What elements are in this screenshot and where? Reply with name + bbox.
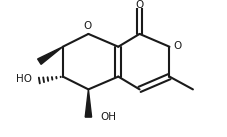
Polygon shape [37, 47, 62, 64]
Text: O: O [135, 0, 143, 10]
Text: O: O [173, 41, 181, 51]
Text: OH: OH [100, 112, 116, 122]
Text: O: O [83, 21, 91, 31]
Text: HO: HO [16, 74, 32, 84]
Polygon shape [85, 89, 91, 117]
